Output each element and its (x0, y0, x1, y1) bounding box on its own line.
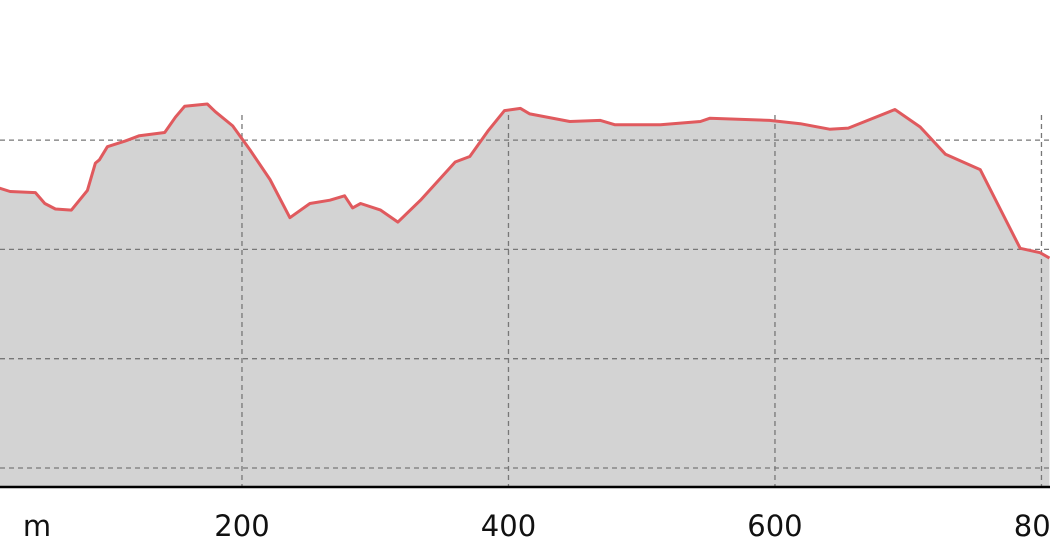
x-tick-label: 200 (214, 509, 269, 543)
x-axis-unit: m (23, 509, 51, 543)
area-fill (0, 104, 1050, 487)
x-tick-label: 400 (481, 509, 536, 543)
elevation-line (0, 102, 1050, 260)
x-tick-label: 800 (1014, 509, 1050, 543)
x-tick-label: 600 (747, 509, 802, 543)
